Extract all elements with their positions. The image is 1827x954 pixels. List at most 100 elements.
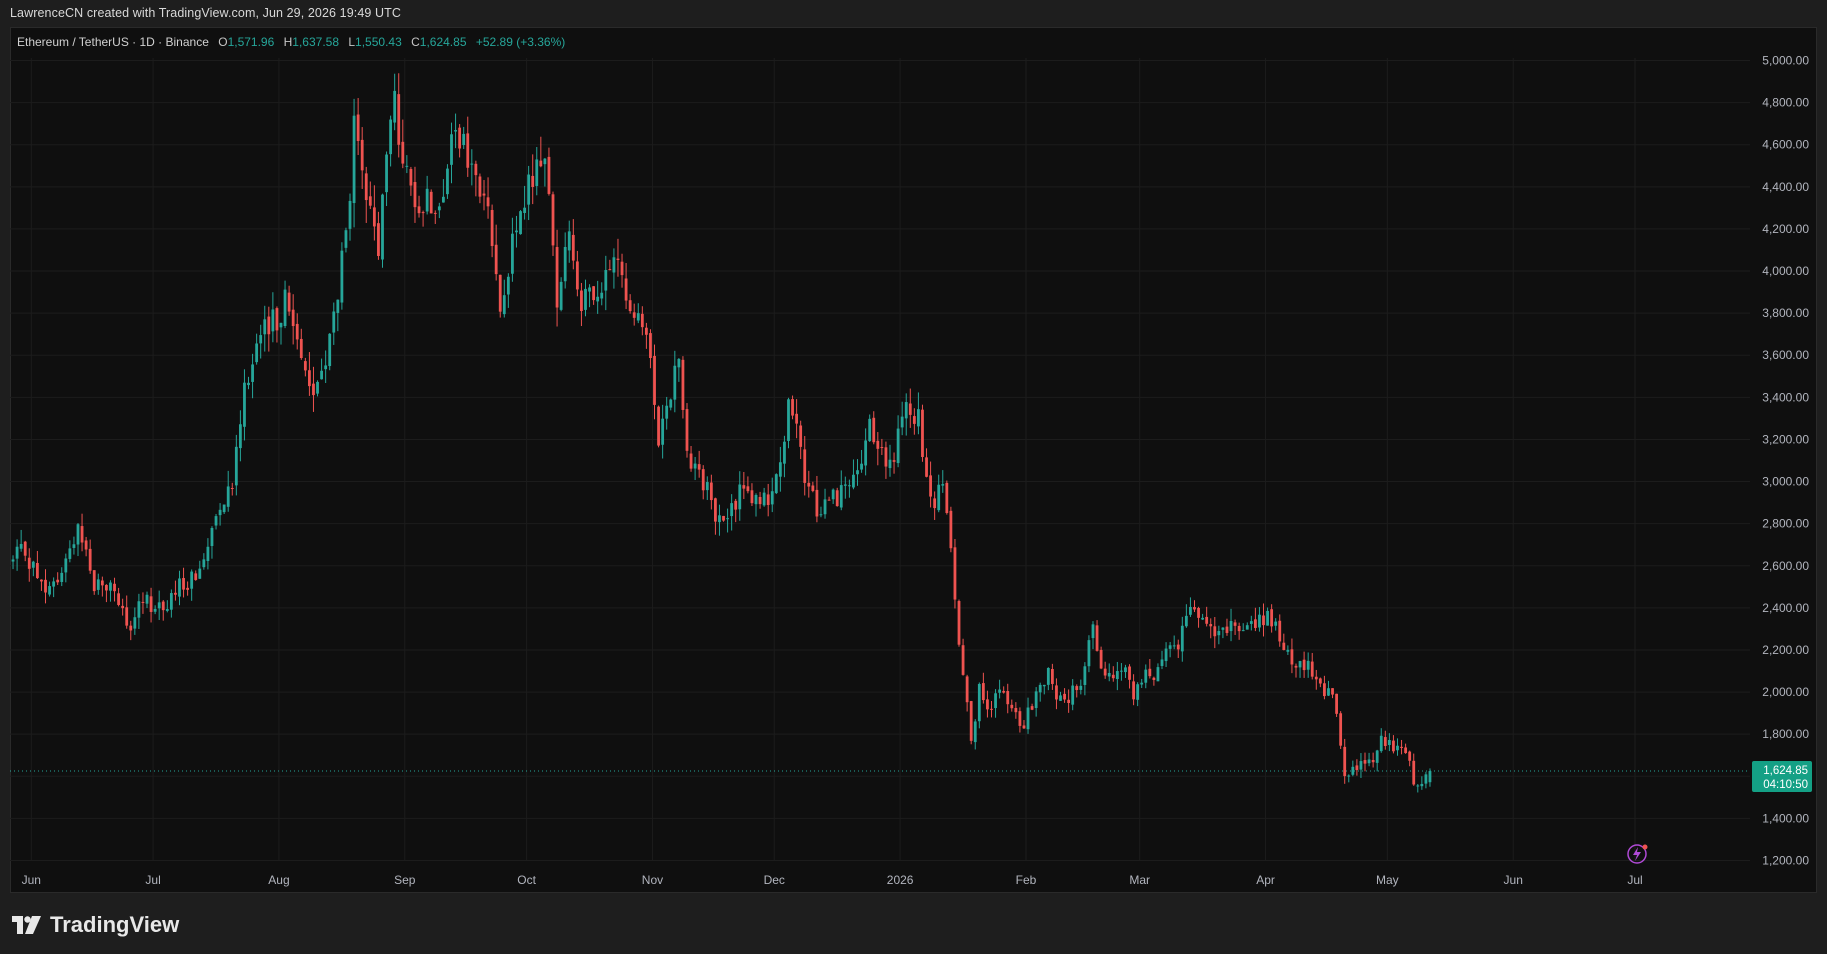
candle-body — [291, 309, 295, 327]
candle-body — [600, 292, 604, 299]
candle-body — [961, 645, 965, 675]
candle-body — [632, 312, 636, 318]
candle-body — [1221, 627, 1225, 630]
tradingview-logo[interactable]: TradingView — [12, 912, 179, 938]
candle-body — [555, 247, 559, 308]
candle-body — [190, 571, 194, 589]
candle-body — [153, 608, 157, 612]
candle-body — [738, 484, 742, 510]
candle-body — [1282, 642, 1286, 651]
candle-body — [113, 583, 116, 592]
grid-lines — [10, 58, 1750, 861]
candle-body — [60, 572, 64, 582]
candle-body — [1091, 624, 1095, 639]
candle-body — [1253, 619, 1257, 628]
y-tick-label: 3,000.00 — [1762, 475, 1809, 489]
candle-body — [1172, 645, 1176, 647]
candle-body — [1148, 668, 1152, 677]
candle-body — [129, 625, 133, 631]
candle-body — [657, 406, 660, 446]
candle-body — [1323, 683, 1326, 697]
candle-body — [360, 139, 364, 171]
candle-body — [1290, 649, 1294, 665]
candle-body — [23, 541, 27, 556]
candle-body — [925, 457, 928, 477]
candle-body — [1120, 670, 1123, 672]
candle-body — [498, 274, 502, 312]
candle-body — [823, 499, 827, 515]
candle-body — [48, 586, 51, 595]
candle-body — [904, 402, 908, 419]
candle-body — [1038, 684, 1042, 693]
candle-body — [56, 579, 60, 583]
candle-body — [308, 370, 311, 387]
candle-body — [1144, 669, 1148, 683]
candle-body — [218, 509, 222, 516]
low-label: L — [348, 35, 356, 49]
candle-body — [1067, 699, 1071, 703]
candle-body — [478, 176, 482, 197]
candle-body — [352, 115, 356, 204]
candle-body — [843, 484, 847, 486]
candle-body — [669, 399, 673, 408]
candle-body — [88, 548, 92, 571]
lightning-icon[interactable] — [1627, 844, 1648, 864]
candle-body — [884, 447, 888, 467]
candle-body — [287, 292, 291, 312]
candle-body — [685, 409, 689, 451]
candle-body — [413, 182, 417, 208]
high-label: H — [283, 35, 293, 49]
candle-body — [210, 528, 214, 546]
candle-body — [835, 490, 839, 507]
candle-body — [766, 494, 770, 505]
candle-body — [437, 206, 441, 211]
candle-body — [1006, 691, 1010, 705]
candle-body — [1412, 760, 1416, 785]
x-tick-label: Sep — [394, 873, 416, 887]
candle-body — [921, 409, 924, 457]
candle-body — [1189, 606, 1192, 615]
candle-body — [174, 592, 177, 595]
candle-body — [1107, 672, 1111, 677]
price-axis[interactable]: 1,200.001,400.001,600.001,800.002,000.00… — [1762, 54, 1809, 868]
candle-body — [279, 322, 283, 328]
last-price-tag: 1,624.85 04:10:50 — [1752, 761, 1812, 793]
candle-body — [730, 503, 734, 517]
candle-body — [332, 311, 336, 333]
x-tick-label: May — [1376, 873, 1399, 887]
candle-body — [169, 593, 173, 610]
candle-body — [466, 133, 470, 168]
chart-pane[interactable] — [10, 27, 1817, 893]
candle-body — [1111, 674, 1115, 679]
candle-body — [328, 333, 332, 367]
y-tick-label: 2,200.00 — [1762, 643, 1809, 657]
symbol-title[interactable]: Ethereum / TetherUS · 1D · Binance — [17, 35, 209, 49]
candle-body — [316, 381, 319, 394]
candle-body — [243, 382, 246, 427]
candle-body — [31, 561, 35, 568]
candle-body — [1331, 688, 1334, 695]
candle-body — [1152, 677, 1156, 680]
candle-body — [787, 399, 790, 441]
candle-body — [1201, 617, 1205, 620]
candle-body — [1371, 760, 1375, 763]
candle-body — [689, 453, 693, 469]
candle-body — [912, 416, 916, 424]
candle-body — [157, 602, 161, 609]
candle-body — [364, 173, 368, 201]
candle-body — [584, 288, 587, 310]
candle-body — [1168, 645, 1172, 649]
candle-body — [799, 425, 803, 447]
candle-body — [519, 211, 522, 235]
candle-body — [957, 601, 961, 645]
candle-body — [722, 515, 725, 521]
candle-body — [35, 563, 39, 579]
candle-body — [1115, 671, 1119, 680]
candle-body — [539, 160, 543, 167]
candle-body — [1193, 607, 1196, 610]
close-label: C — [411, 35, 420, 49]
time-axis[interactable]: Jun Jul Aug Sep Oct Nov Dec 2026 Feb Mar Apr May Jun… — [22, 873, 1643, 887]
x-tick-label: Mar — [1129, 873, 1150, 887]
candle-body — [72, 544, 76, 548]
